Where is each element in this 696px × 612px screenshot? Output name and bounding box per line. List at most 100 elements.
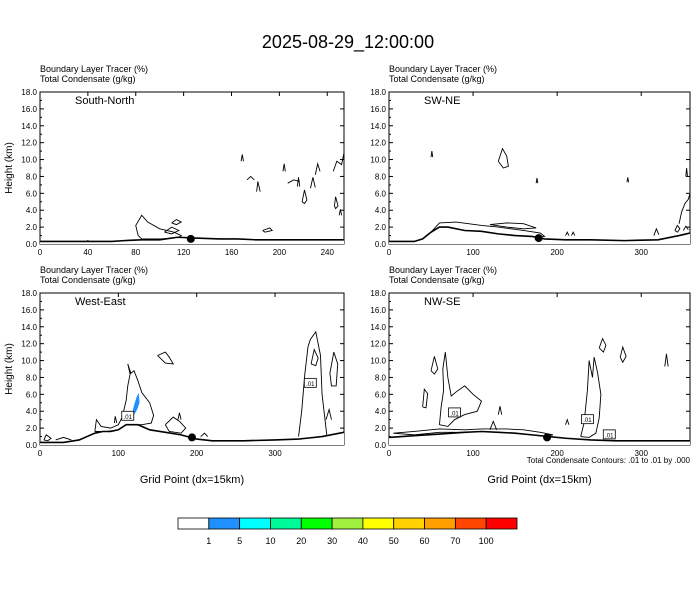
colorbar-swatch xyxy=(270,517,302,530)
panel-header-line1: Boundary Layer Tracer (%) xyxy=(40,64,148,74)
y-tick-label: 16.0 xyxy=(21,105,37,114)
terrain-line xyxy=(389,430,690,442)
terrain-line xyxy=(389,226,690,243)
colorbar-label: 70 xyxy=(450,536,460,546)
x-tick-label: 80 xyxy=(131,248,140,257)
y-tick-label: 4.0 xyxy=(26,407,38,416)
x-tick-label: 300 xyxy=(268,449,282,458)
contour-label-box xyxy=(581,414,594,425)
y-tick-label: 8.0 xyxy=(375,172,387,181)
y-tick-label: 14.0 xyxy=(21,122,37,131)
panel-header-line2: Total Condensate (g/kg) xyxy=(40,275,136,285)
condensate-contour xyxy=(135,214,183,240)
condensate-contour xyxy=(325,407,332,420)
terrain xyxy=(40,424,344,445)
plot-content: .01 .01 .01 xyxy=(389,337,690,445)
plot-frame xyxy=(388,292,691,446)
y-tick-label: 14.0 xyxy=(370,122,386,131)
colorbar-label: 100 xyxy=(479,536,494,546)
y-tick-label: 12.0 xyxy=(21,139,37,148)
x-tick-label: 160 xyxy=(225,248,239,257)
y-tick-label: 2.0 xyxy=(26,424,38,433)
contour-label-box xyxy=(303,377,317,388)
panel-p1: Boundary Layer Tracer (%)Total Condensat… xyxy=(4,64,345,257)
condensate-contour xyxy=(565,418,570,425)
terrain-line xyxy=(40,423,344,444)
panel-section-label: SW-NE xyxy=(424,95,460,107)
y-tick-label: 8.0 xyxy=(26,373,38,382)
colorbar-label: 10 xyxy=(265,536,275,546)
condensate-contour xyxy=(157,351,175,365)
condensate-contour xyxy=(565,231,570,236)
terrain xyxy=(389,227,690,244)
terrain xyxy=(389,431,690,445)
colorbar-swatch xyxy=(239,517,271,530)
y-tick-label: 2.0 xyxy=(375,424,387,433)
panel-header-line1: Boundary Layer Tracer (%) xyxy=(40,265,148,275)
colorbar-label: 20 xyxy=(296,536,306,546)
condensate-contour xyxy=(310,177,316,189)
location-marker xyxy=(534,234,543,243)
x-tick-label: 100 xyxy=(112,449,126,458)
contour-label: .01 xyxy=(124,415,133,421)
y-tick-label: 6.0 xyxy=(26,390,38,399)
contour-label-box xyxy=(121,410,135,421)
contour-label-box xyxy=(448,407,461,418)
y-tick-label: 4.0 xyxy=(375,407,387,416)
x-tick-label: 100 xyxy=(466,248,480,257)
condensate-contour xyxy=(94,363,155,432)
condensate-contour xyxy=(55,436,72,441)
panel-p4: Boundary Layer Tracer (%)Total Condensat… xyxy=(370,265,691,486)
condensate-contour xyxy=(674,224,681,233)
colorbar-swatch xyxy=(393,517,425,530)
x-tick-label: 40 xyxy=(83,248,92,257)
x-tick-label: 200 xyxy=(550,449,564,458)
condensate-contour xyxy=(489,420,498,430)
y-tick-label: 14.0 xyxy=(21,323,37,332)
x-tick-label: 0 xyxy=(387,449,392,458)
colorbar-swatch xyxy=(300,517,333,530)
colorbar-swatch xyxy=(331,517,364,530)
condensate-contour xyxy=(171,218,183,226)
colorbar-label: 60 xyxy=(420,536,430,546)
contour-label: .01 xyxy=(583,418,592,424)
colorbar-label: 50 xyxy=(389,536,399,546)
condensate-contour xyxy=(164,416,187,434)
y-tick-label: 6.0 xyxy=(375,390,387,399)
x-tick-label: 300 xyxy=(635,248,649,257)
condensate-contour xyxy=(177,412,182,420)
y-tick-label: 8.0 xyxy=(26,172,38,181)
location-marker xyxy=(186,234,195,243)
condensate-contour xyxy=(497,406,503,415)
condensate-contour xyxy=(664,353,669,367)
contour-label: .01 xyxy=(306,382,315,388)
condensate-contour xyxy=(329,351,339,387)
condensate-contour xyxy=(497,147,509,169)
x-tick-label: 200 xyxy=(550,248,564,257)
colorbar-swatch xyxy=(454,517,487,530)
location-marker xyxy=(543,433,552,442)
condensate-contour xyxy=(653,227,660,236)
y-tick-label: 18.0 xyxy=(21,289,37,298)
panel-section-label: NW-SE xyxy=(424,296,460,308)
y-tick-label: 4.0 xyxy=(375,206,387,215)
colorbar-swatch xyxy=(362,517,395,530)
condensate-contour xyxy=(571,231,576,236)
plot-frame xyxy=(39,91,345,245)
y-tick-label: 8.0 xyxy=(375,373,387,382)
y-tick-label: 2.0 xyxy=(375,223,387,232)
y-tick-label: 0.0 xyxy=(26,240,38,249)
condensate-contour xyxy=(333,196,339,210)
condensate-contour xyxy=(430,151,434,158)
y-tick-label: 16.0 xyxy=(21,306,37,315)
x-axis-label: Grid Point (dx=15km) xyxy=(140,474,244,486)
x-tick-label: 100 xyxy=(466,449,480,458)
plot-frame xyxy=(388,91,691,245)
condensate-contour xyxy=(535,178,539,184)
contour-label-box xyxy=(602,429,616,440)
x-tick-label: 0 xyxy=(38,449,43,458)
tracer-shading xyxy=(130,392,140,417)
y-tick-label: 0.0 xyxy=(26,441,38,450)
y-tick-label: 10.0 xyxy=(370,156,386,165)
